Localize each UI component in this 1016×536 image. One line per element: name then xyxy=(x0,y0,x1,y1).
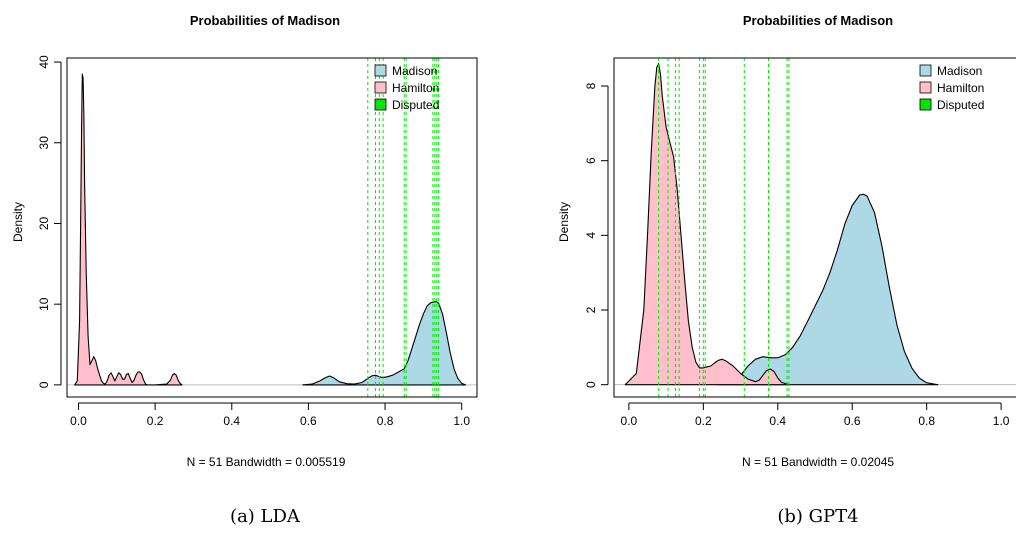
x-axis-label: N = 51 Bandwidth = 0.02045 xyxy=(742,455,894,469)
chart-panel-gpt4: Probabilities of Madison Density N = 51 … xyxy=(557,13,1016,527)
y-axis-label: Density xyxy=(557,202,571,242)
y-axis: 0 2 4 6 8 xyxy=(584,82,609,388)
legend-label: Disputed xyxy=(392,98,439,112)
x-tick-label: 0.2 xyxy=(147,414,164,428)
x-axis-label: N = 51 Bandwidth = 0.005519 xyxy=(187,455,346,469)
x-tick-label: 0.8 xyxy=(918,414,935,428)
x-tick-label: 0.0 xyxy=(70,414,87,428)
density-hamilton xyxy=(624,63,790,386)
figure-caption: (a) LDA xyxy=(230,506,301,527)
chart-title: Probabilities of Madison xyxy=(190,13,340,28)
legend-label: Madison xyxy=(392,64,437,78)
legend-label: Disputed xyxy=(937,98,984,112)
legend-item-madison: Madison xyxy=(374,64,437,78)
y-tick-label: 10 xyxy=(37,297,51,311)
legend: Madison Hamilton Disputed xyxy=(374,64,439,112)
legend-swatch xyxy=(919,98,932,111)
figure-caption: (b) GPT4 xyxy=(777,506,858,527)
x-tick-label: 0.6 xyxy=(300,414,317,428)
legend-label: Hamilton xyxy=(937,81,984,95)
density-madison xyxy=(302,301,467,386)
y-tick-label: 4 xyxy=(584,232,598,239)
y-tick-label: 30 xyxy=(37,136,51,150)
y-axis: 0 10 20 30 40 xyxy=(37,55,62,388)
x-tick-label: 0.4 xyxy=(769,414,786,428)
x-tick-label: 0.6 xyxy=(844,414,861,428)
legend-item-hamilton: Hamilton xyxy=(374,81,439,95)
legend-item-hamilton: Hamilton xyxy=(919,81,984,95)
plot-frame xyxy=(66,57,478,398)
legend-label: Hamilton xyxy=(392,81,439,95)
chart-panel-lda: Probabilities of Madison Density N = 51 … xyxy=(11,13,478,527)
y-tick-label: 2 xyxy=(584,306,598,313)
x-tick-label: 0.0 xyxy=(621,414,638,428)
legend-label: Madison xyxy=(937,64,982,78)
density-madison xyxy=(717,193,939,386)
y-tick-label: 8 xyxy=(584,82,598,89)
y-tick-label: 20 xyxy=(37,217,51,231)
y-tick-label: 6 xyxy=(584,157,598,164)
legend-swatch xyxy=(919,81,932,94)
legend: Madison Hamilton Disputed xyxy=(919,64,984,112)
x-tick-label: 0.4 xyxy=(223,414,240,428)
legend-item-madison: Madison xyxy=(919,64,982,78)
density-hamilton xyxy=(74,73,183,386)
y-axis-label: Density xyxy=(11,202,25,242)
y-tick-label: 0 xyxy=(37,381,51,388)
y-tick-label: 40 xyxy=(37,55,51,69)
x-tick-label: 1.0 xyxy=(993,414,1010,428)
legend-swatch xyxy=(919,64,932,77)
legend-swatch xyxy=(374,98,387,111)
x-axis: 0.0 0.2 0.4 0.6 0.8 1.0 xyxy=(621,402,1010,428)
x-tick-label: 0.2 xyxy=(695,414,712,428)
x-tick-label: 0.8 xyxy=(377,414,394,428)
legend-item-disputed: Disputed xyxy=(374,98,439,112)
x-axis: 0.0 0.2 0.4 0.6 0.8 1.0 xyxy=(70,402,470,428)
legend-swatch xyxy=(374,81,387,94)
legend-item-disputed: Disputed xyxy=(919,98,984,112)
chart-title: Probabilities of Madison xyxy=(743,13,893,28)
y-tick-label: 0 xyxy=(584,381,598,388)
plot-frame xyxy=(613,57,1016,398)
x-tick-label: 1.0 xyxy=(453,414,470,428)
legend-swatch xyxy=(374,64,387,77)
